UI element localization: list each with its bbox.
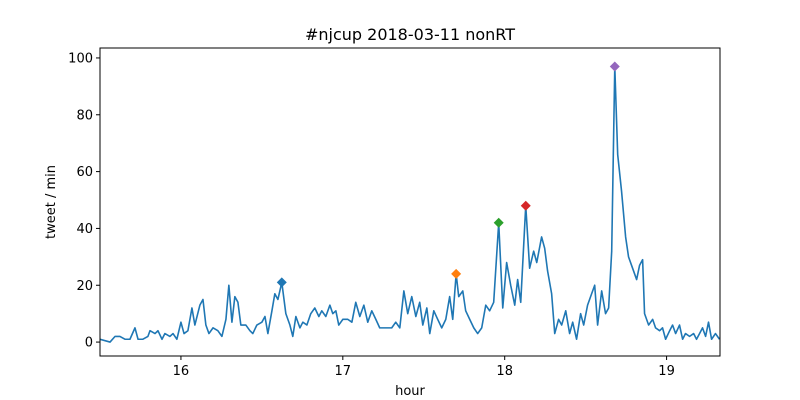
plot-area <box>100 61 720 343</box>
y-tick-label: 80 <box>76 108 93 123</box>
y-tick-label: 60 <box>76 165 93 180</box>
axes-frame <box>99 47 721 357</box>
peak-marker <box>493 217 504 228</box>
chart-title: #njcup 2018-03-11 nonRT <box>305 25 515 44</box>
y-tick-label: 40 <box>76 222 93 237</box>
peak-marker <box>276 277 287 288</box>
peak-marker <box>609 61 620 72</box>
x-tick-label: 16 <box>173 364 190 379</box>
peak-marker <box>520 200 531 211</box>
axes: 16 17 18 19 0 20 40 60 80 100 <box>68 51 675 379</box>
y-tick-label: 100 <box>68 51 93 66</box>
y-tick-label: 20 <box>76 279 93 294</box>
x-tick-label: 17 <box>335 364 352 379</box>
y-tick-label: 0 <box>85 336 93 351</box>
peak-marker <box>451 268 462 279</box>
line <box>100 65 720 343</box>
x-tick-label: 18 <box>496 364 513 379</box>
x-axis-label: hour <box>395 384 425 399</box>
y-axis-label: tweet / min <box>44 165 59 239</box>
x-tick-label: 19 <box>658 364 675 379</box>
